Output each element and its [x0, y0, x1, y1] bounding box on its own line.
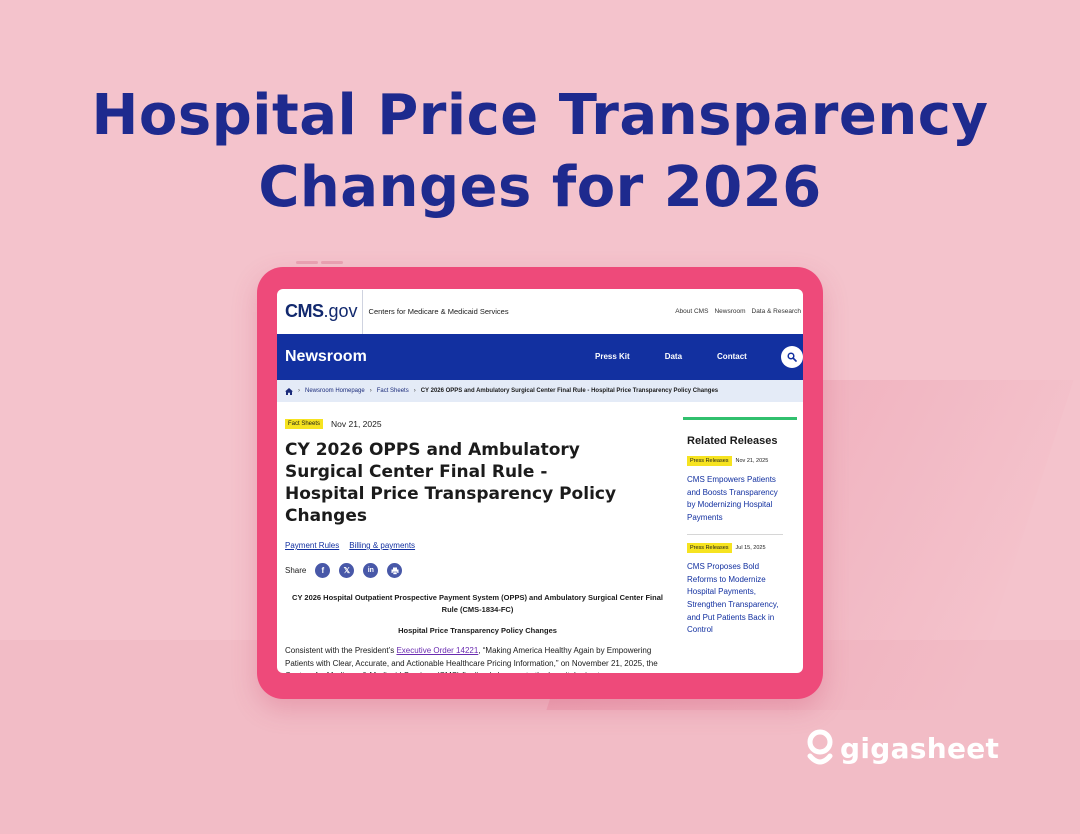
- top-link-data[interactable]: Data & Research: [751, 308, 802, 315]
- page-headline: Hospital Price Transparency Changes for …: [0, 80, 1080, 224]
- logo-suffix: .gov: [323, 301, 358, 321]
- related-release-item: Press Releases Nov 21, 2025 CMS Empowers…: [687, 456, 797, 525]
- article: Fact Sheets Nov 21, 2025 CY 2026 OPPS an…: [285, 419, 670, 673]
- headline-line-2: Changes for 2026: [258, 155, 822, 220]
- top-link-about[interactable]: About CMS: [675, 308, 709, 315]
- release-divider: [687, 533, 783, 535]
- linkedin-icon[interactable]: in: [363, 563, 379, 578]
- headline-line-1: Hospital Price Transparency: [91, 83, 989, 148]
- release-date: Nov 21, 2025: [735, 458, 769, 464]
- tablet-screen: CMS .gov Centers for Medicare & Medicaid …: [277, 289, 803, 673]
- facebook-icon[interactable]: f: [315, 563, 331, 578]
- related-release-item: Press Releases Jul 15, 2025 CMS Proposes…: [687, 542, 797, 637]
- top-link-newsroom[interactable]: Newsroom: [714, 308, 746, 315]
- tablet-volume-button: [321, 261, 343, 264]
- topic-billing-payments[interactable]: Billing & payments: [349, 541, 416, 550]
- body-text-intro: Consistent with the President’s: [285, 646, 397, 655]
- topic-payment-rules[interactable]: Payment Rules: [285, 541, 340, 550]
- search-button[interactable]: [781, 346, 803, 368]
- press-releases-tag[interactable]: Press Releases: [687, 456, 732, 466]
- related-releases-heading: Related Releases: [687, 435, 778, 447]
- release-date: Jul 15, 2025: [735, 544, 766, 551]
- breadcrumb: › Newsroom Homepage › Fact Sheets › CY 2…: [277, 380, 803, 402]
- article-body: Consistent with the President’s Executiv…: [285, 645, 675, 673]
- nav-link-press-kit[interactable]: Press Kit: [595, 352, 630, 361]
- gigasheet-logo-icon: [807, 729, 833, 765]
- article-subheading: CY 2026 Hospital Outpatient Prospective …: [292, 593, 663, 614]
- breadcrumb-separator: ›: [413, 388, 416, 394]
- body-text-rest: , “Making America Healthy Again by Empow…: [285, 646, 658, 673]
- tablet-volume-button: [296, 261, 318, 264]
- fact-sheets-tag[interactable]: Fact Sheets: [285, 419, 324, 429]
- press-releases-tag[interactable]: Press Releases: [687, 542, 732, 553]
- release-meta: Press Releases Nov 21, 2025: [687, 456, 797, 466]
- release-link[interactable]: CMS Proposes Bold Reforms to Modernize H…: [687, 561, 779, 635]
- brand-name: gigasheet: [840, 731, 1000, 765]
- breadcrumb-separator: ›: [298, 388, 300, 394]
- breadcrumb-newsroom-home[interactable]: Newsroom Homepage: [305, 388, 365, 394]
- newsroom-nav: Newsroom Press Kit Data Contact: [277, 334, 803, 380]
- site-header: CMS .gov Centers for Medicare & Medicaid …: [277, 289, 803, 334]
- nav-link-contact[interactable]: Contact: [717, 352, 747, 361]
- related-releases: Related Releases Press Releases Nov 21, …: [683, 417, 797, 673]
- gigasheet-brand: gigasheet: [806, 728, 999, 768]
- top-links: About CMS Newsroom Data & Research: [675, 308, 801, 315]
- article-section-heading: Hospital Price Transparency Policy Chang…: [398, 626, 557, 635]
- logo-divider: [361, 289, 363, 334]
- x-icon[interactable]: 𝕏: [339, 563, 355, 578]
- logo-bold: CMS: [285, 301, 324, 321]
- article-date: Nov 21, 2025: [331, 419, 382, 429]
- article-title: CY 2026 OPPS and Ambulatory Surgical Cen…: [285, 440, 617, 526]
- breadcrumb-separator: ›: [369, 388, 372, 394]
- breadcrumb-current: CY 2026 OPPS and Ambulatory Surgical Cen…: [420, 388, 719, 394]
- share-label: Share: [285, 566, 307, 575]
- nav-links: Press Kit Data Contact: [595, 352, 782, 361]
- home-icon[interactable]: [285, 387, 293, 395]
- search-icon: [787, 352, 797, 362]
- share-bar: Share f 𝕏 in: [285, 563, 670, 578]
- org-name: Centers for Medicare & Medicaid Services: [368, 307, 509, 316]
- cms-logo[interactable]: CMS .gov: [285, 301, 358, 322]
- topic-links: Payment Rules Billing & payments: [285, 541, 670, 550]
- executive-order-link[interactable]: Executive Order 14221: [396, 646, 479, 655]
- nav-title[interactable]: Newsroom: [285, 348, 367, 365]
- release-link[interactable]: CMS Empowers Patients and Boosts Transpa…: [687, 475, 778, 523]
- breadcrumb-fact-sheets[interactable]: Fact Sheets: [376, 388, 409, 394]
- nav-link-data[interactable]: Data: [664, 352, 683, 361]
- tablet-frame: CMS .gov Centers for Medicare & Medicaid …: [257, 267, 823, 699]
- article-meta: Fact Sheets Nov 21, 2025: [285, 419, 670, 429]
- release-meta: Press Releases Jul 15, 2025: [687, 542, 797, 553]
- print-icon[interactable]: [387, 563, 403, 578]
